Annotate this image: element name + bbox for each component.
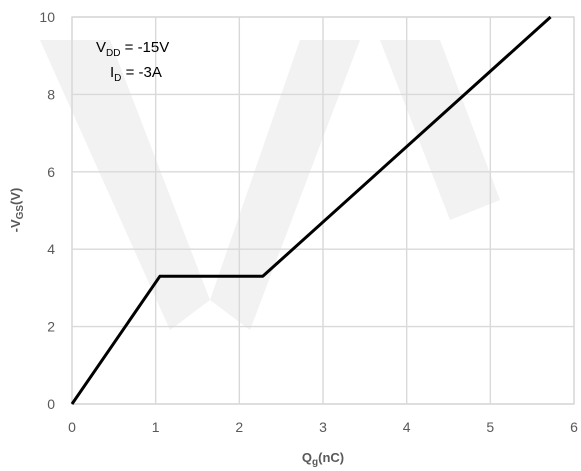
vgs-curve [70, 15, 552, 405]
x-tick-label: 0 [68, 419, 76, 435]
x-axis-title: Qg(nC) [302, 450, 344, 468]
x-tick-labels: 0 1 2 3 4 5 6 [68, 419, 578, 435]
y-tick-labels: 0 2 4 6 8 10 [39, 9, 55, 412]
y-tick-label: 8 [47, 86, 55, 102]
plot-frame [71, 16, 575, 405]
y-tick-label: 6 [47, 164, 55, 180]
x-tick-label: 1 [152, 419, 160, 435]
x-tick-label: 6 [570, 419, 578, 435]
y-tick-label: 2 [47, 319, 55, 335]
annotation-id: ID = -3A [110, 64, 162, 84]
y-tick-label: 0 [47, 396, 55, 412]
series-layer [70, 15, 552, 405]
x-tick-label: 4 [403, 419, 411, 435]
x-tick-label: 3 [319, 419, 327, 435]
y-tick-label: 10 [39, 9, 55, 25]
annotation-vdd: VDD = -15V [96, 39, 169, 59]
x-tick-label: 5 [486, 419, 494, 435]
y-axis-title: -VGS(V) [8, 188, 26, 233]
x-tick-label: 2 [235, 419, 243, 435]
watermark [40, 40, 500, 330]
y-tick-label: 4 [47, 241, 55, 257]
